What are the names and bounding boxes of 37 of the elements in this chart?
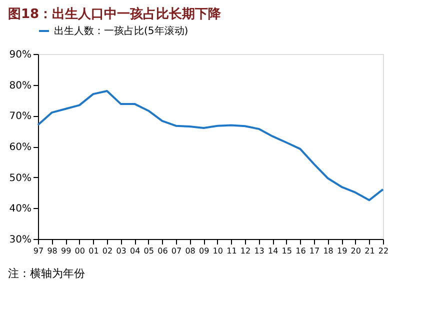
x-tick-label: 05	[144, 246, 154, 256]
y-tick-label: 70%	[9, 111, 32, 122]
legend-label: 出生人数：一孩占比(5年滚动)	[54, 25, 188, 37]
x-tick-label: 18	[323, 246, 334, 256]
x-tick-label: 11	[226, 246, 237, 256]
y-tick-label: 50%	[9, 172, 32, 184]
x-tick-label: 15	[282, 246, 292, 256]
x-tick-label: 02	[102, 246, 113, 256]
y-tick-label: 60%	[9, 142, 32, 153]
y-tick-label: 40%	[9, 204, 32, 215]
x-tick-label: 07	[171, 246, 182, 256]
x-tick-label: 14	[268, 246, 278, 256]
line-series	[37, 90, 384, 202]
x-tick-label: 10	[212, 246, 223, 256]
y-tick-label: 80%	[9, 80, 32, 92]
x-tick-label: 21	[364, 246, 375, 256]
x-tick-label: 22	[378, 246, 389, 256]
x-tick-label: 97	[33, 246, 44, 256]
chart-title: 图18：出生人口中一孩占比长期下降	[8, 6, 222, 22]
x-tick-label: 19	[337, 246, 348, 256]
x-tick-label: 00	[74, 246, 85, 256]
x-tick-label: 06	[158, 246, 168, 256]
x-tick-label: 04	[130, 246, 140, 256]
y-tick-label: 90%	[9, 50, 32, 60]
x-tick-label: 99	[61, 246, 72, 256]
x-tick-label: 17	[309, 246, 320, 256]
x-tick-label: 03	[116, 246, 126, 256]
x-tick-label: 16	[296, 246, 306, 256]
x-tick-label: 12	[240, 246, 251, 256]
y-tick-label: 30%	[9, 234, 32, 246]
x-tick-label: 09	[199, 246, 210, 256]
text: 注：横轴为年份	[8, 267, 85, 280]
x-tick-label: 20	[350, 246, 361, 256]
x-tick-label: 01	[88, 246, 99, 256]
x-tick-label: 13	[254, 246, 264, 256]
x-tick-label: 98	[47, 246, 58, 256]
x-tick-label: 08	[185, 246, 196, 256]
